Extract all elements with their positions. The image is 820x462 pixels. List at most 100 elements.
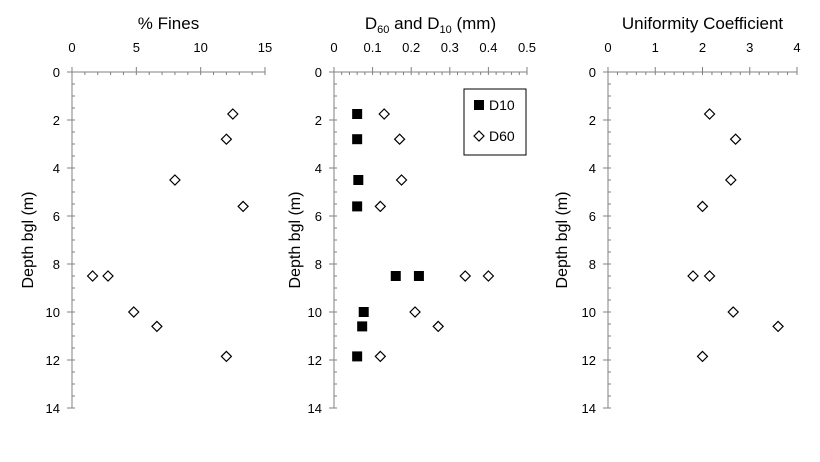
x-tick-label: 0.5	[518, 40, 536, 55]
y-tick-label: 10	[308, 305, 322, 320]
y-tick-label: 6	[315, 209, 322, 224]
data-point	[169, 174, 181, 186]
data-point	[220, 350, 233, 363]
series-points	[687, 108, 784, 363]
data-point	[772, 320, 784, 333]
x-tick-label: 0	[330, 40, 337, 55]
data-point	[102, 270, 114, 282]
d10-data-point	[413, 271, 424, 281]
x-tick-label: 15	[258, 40, 272, 55]
d10-data-point	[358, 307, 369, 317]
d10-data-point	[390, 271, 401, 281]
y-tick-label: 2	[53, 113, 60, 128]
d60-data-point	[432, 320, 445, 333]
d60-data-point	[409, 306, 421, 318]
x-tick-label: 1	[652, 40, 659, 55]
d60-data-point	[482, 270, 495, 282]
x-tick-label: 4	[793, 40, 800, 55]
data-point	[86, 270, 99, 282]
y-tick-label: 12	[46, 353, 60, 368]
x-tick-label: 0.3	[441, 40, 459, 55]
chart-title: % Fines	[138, 14, 199, 33]
panel-1: 0 5 10 15 0 2 4 6 8 10 12 14 % Fines Depth bgl (m)	[20, 14, 272, 416]
y-tick-label: 14	[308, 401, 322, 416]
x-tick-label: 0.2	[402, 40, 420, 55]
y-tick-label: 4	[589, 161, 596, 176]
d60-data-point	[393, 133, 406, 146]
x-tick-label: 0.4	[479, 40, 497, 55]
y-tick-label: 0	[53, 65, 60, 80]
d60-data-point	[374, 200, 387, 213]
y-tick-label: 12	[582, 353, 596, 368]
data-point	[687, 270, 699, 282]
title-text: D	[365, 14, 377, 33]
y-tick-label: 8	[315, 257, 322, 272]
legend-marker-d10	[474, 100, 484, 110]
y-tick-label: 14	[582, 401, 596, 416]
y-tick-label: 2	[589, 113, 596, 128]
d60-data-point	[374, 350, 387, 363]
x-tick-label: 0	[68, 40, 75, 55]
legend-label-d60: D60	[489, 128, 515, 144]
y-tick-label: 6	[589, 209, 596, 224]
data-point	[696, 200, 709, 213]
data-point	[127, 306, 140, 318]
d10-data-point	[352, 351, 363, 362]
d10-data-point	[352, 134, 363, 145]
y-tick-label: 6	[53, 209, 60, 224]
legend: D10 D60	[463, 88, 527, 156]
y-tick-label: 14	[46, 401, 60, 416]
y-tick-label: 8	[53, 257, 60, 272]
y-tick-label: 4	[53, 161, 60, 176]
d60-data-point	[378, 108, 391, 120]
y-tick-label: 8	[589, 257, 596, 272]
data-point	[727, 306, 740, 318]
data-point	[725, 174, 737, 186]
data-point	[703, 108, 716, 120]
y-axis-label: Depth bgl (m)	[20, 192, 37, 289]
y-axis-label: Depth bgl (m)	[554, 192, 571, 289]
data-point	[696, 350, 709, 363]
x-tick-label: 5	[133, 40, 140, 55]
series-d60	[374, 108, 495, 363]
y-axis-label: Depth bgl (m)	[287, 192, 304, 289]
title-subscript: 60	[377, 24, 389, 36]
legend-marker-d60	[473, 130, 485, 142]
d60-data-point	[459, 270, 472, 282]
y-tick-label: 10	[46, 305, 60, 320]
data-point	[703, 270, 716, 282]
y-tick-label: 2	[315, 113, 322, 128]
chart-title: D60 and D10 (mm)	[365, 14, 496, 36]
y-tick-label: 4	[315, 161, 322, 176]
data-point	[220, 133, 233, 146]
legend-label-d10: D10	[489, 97, 515, 113]
d60-data-point	[395, 174, 408, 186]
title-text: and D	[389, 14, 439, 33]
y-tick-label: 0	[315, 65, 322, 80]
x-tick-label: 3	[746, 40, 753, 55]
y-tick-label: 12	[308, 353, 322, 368]
data-point	[151, 320, 163, 333]
y-tick-label: 0	[589, 65, 596, 80]
x-tick-label: 0	[604, 40, 611, 55]
x-tick-label: 10	[193, 40, 207, 55]
title-text: (mm)	[452, 14, 496, 33]
d10-data-point	[357, 321, 368, 332]
chart-title: Uniformity Coefficient	[622, 14, 784, 33]
y-tick-label: 10	[582, 305, 596, 320]
data-point	[226, 108, 239, 120]
d10-data-point	[353, 175, 364, 185]
d10-data-point	[352, 109, 363, 119]
series-points	[86, 108, 249, 363]
x-tick-label: 2	[699, 40, 706, 55]
x-tick-label: 0.1	[364, 40, 382, 55]
data-point	[729, 133, 742, 146]
series-d10	[352, 109, 424, 362]
title-subscript: 10	[440, 24, 452, 36]
data-point	[237, 200, 249, 213]
d10-data-point	[352, 201, 363, 212]
